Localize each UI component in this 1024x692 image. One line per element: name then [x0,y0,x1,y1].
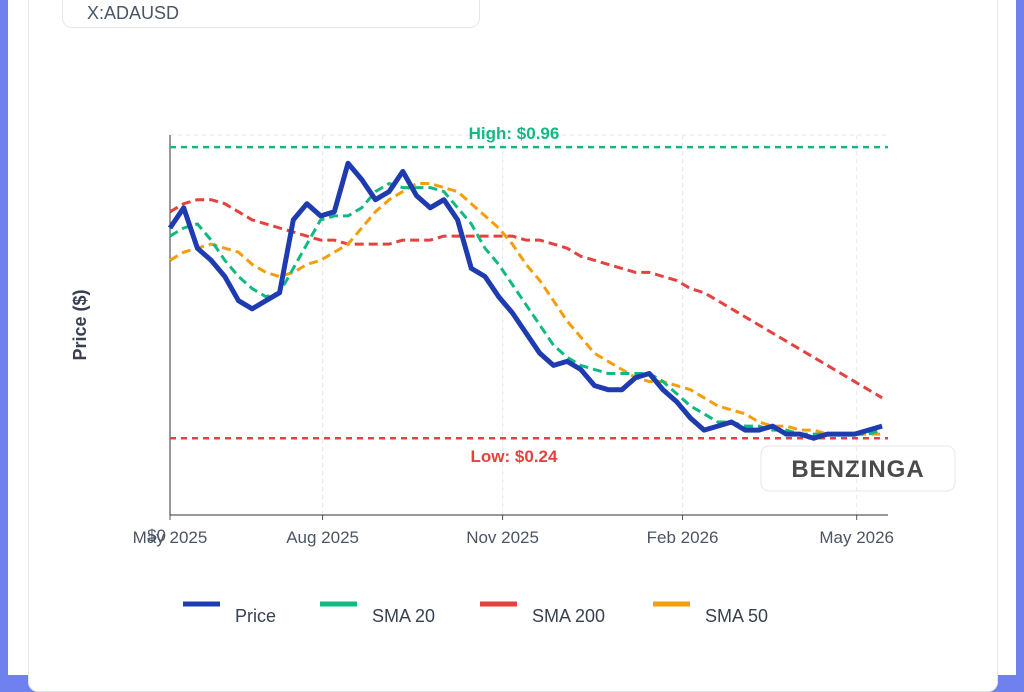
reference-label: Low: $0.24 [471,447,558,466]
x-tick-label: May 2026 [819,528,894,547]
page: X:ADAUSD BENZINGA May 2025 Aug 2025 Nov 20… [8,0,1016,692]
x-tick-label: May 2025 [133,528,208,547]
x-tick-label: Nov 2025 [466,528,539,547]
series-line [169,182,883,436]
series-line [169,182,883,436]
watermark: BENZINGA [791,456,924,483]
chart: BENZINGA May 2025 Aug 2025 Nov 2025 Feb 202… [70,124,956,626]
y-axis-label: Price ($) [70,289,90,360]
watermark-box [760,445,956,492]
frame [8,0,1016,692]
ticker-label: X:ADAUSD [62,0,480,28]
legend-label: SMA 50 [705,606,768,626]
x-tick-label: Aug 2025 [286,528,359,547]
legend-label: SMA 20 [372,606,435,626]
legend-label: Price [235,606,276,626]
legend-label: SMA 200 [532,606,605,626]
series-line [167,160,883,441]
y-tick-label: $0 [147,526,166,545]
series-line [169,198,883,400]
card [28,0,998,692]
reference-label: High: $0.96 [469,124,560,143]
x-tick-label: Feb 2026 [647,528,719,547]
